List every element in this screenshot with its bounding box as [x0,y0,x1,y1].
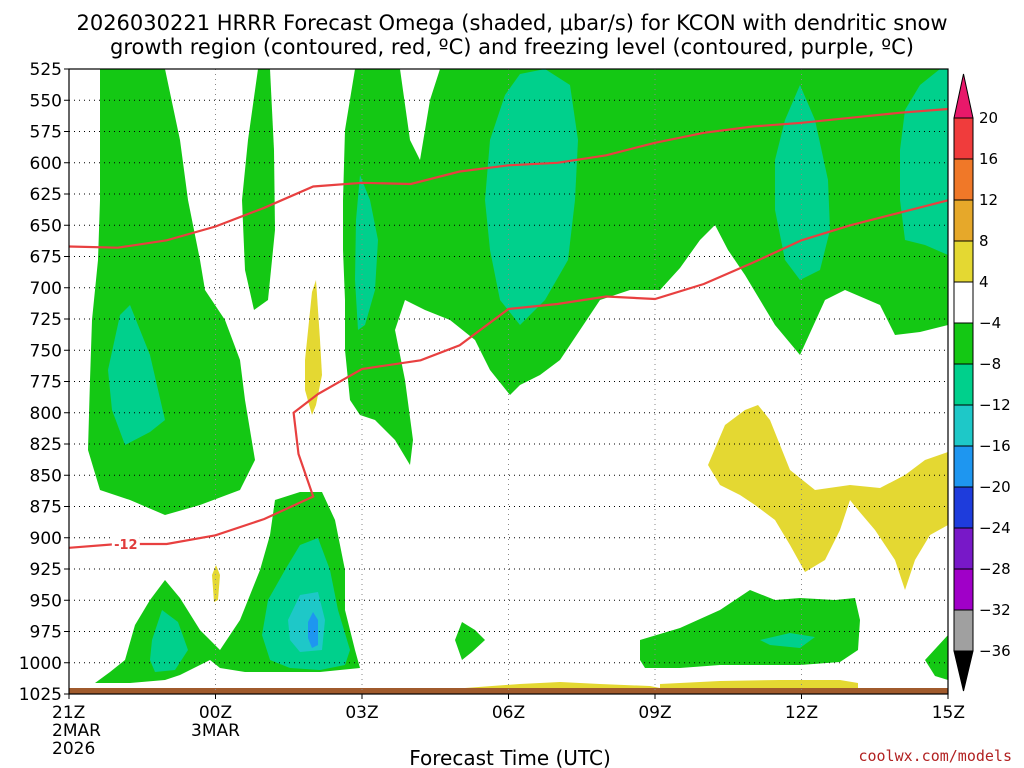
omega-region-green [242,69,275,310]
x-tick-label: 12Z [785,703,818,723]
colorbar-bottom-arrow [953,650,974,692]
x-axis-title: Forecast Time (UTC) [409,746,611,768]
grid-lines [69,68,948,695]
omega-region-teal [150,610,188,672]
colorbar-label: −4 [979,314,1001,332]
x-tick-label: 09Z [638,703,671,723]
y-tick-label: 875 [30,498,62,518]
colorbar-label: 12 [979,191,998,209]
x-tick-date-label: 2MAR [52,721,101,741]
x-tick-label: 21Z [52,703,85,723]
y-tick-label: 700 [30,279,62,299]
credit-text: coolwx.com/models [858,747,1012,765]
dgz-contour-line [68,107,949,249]
colorbar-swatch [953,445,974,488]
y-tick-label: 850 [30,466,62,486]
omega-colorbar: 20 16 12 8 4 −4 −8 −12 −16 −20 −24 −28 −32 −36 [953,73,1011,692]
chart-title-line1: 2026030221 HRRR Forecast Omega (shaded, … [76,11,947,35]
omega-region-blue [308,612,318,648]
omega-region-yellow [660,680,858,690]
colorbar-top-arrow [953,73,974,119]
colorbar-swatch [953,117,974,160]
y-tick-label: 650 [30,216,62,236]
omega-region-teal [775,85,830,280]
y-tick-label: 750 [30,341,62,361]
colorbar-swatch [953,363,974,406]
omega-region-yellow [708,405,948,590]
colorbar-swatch [953,158,974,201]
omega-region-teal [485,69,578,325]
surface-terrain [69,688,948,694]
y-tick-label: 550 [30,91,62,111]
contour-label-background [111,537,140,552]
y-tick-label: 925 [30,560,62,580]
chart-title-line2: growth region (contoured, red, ºC) and f… [110,35,914,59]
omega-region-green [925,635,948,680]
omega-region-green [640,590,860,668]
colorbar-label: −32 [979,601,1011,619]
y-axis-ticks: 525 550 575 600 625 650 675 700 725 750 775 800 825 8… [19,60,69,705]
y-tick-label: 1000 [19,654,62,674]
y-tick-label: 600 [30,154,62,174]
colorbar-label: −24 [979,519,1011,537]
y-tick-label: 525 [30,60,62,80]
colorbar-label: 8 [979,232,989,250]
x-tick-date-label: 3MAR [191,721,240,741]
y-tick-label: 1025 [19,685,62,705]
x-tick-label: 00Z [199,703,232,723]
colorbar-label: 16 [979,150,998,168]
plot-area: -12 [68,68,949,695]
colorbar-swatch [953,486,974,529]
omega-region-green [455,622,485,660]
x-tick-label: 03Z [345,703,378,723]
omega-region-teal [108,305,165,445]
colorbar-label: 4 [979,273,989,291]
colorbar-swatch [953,404,974,447]
colorbar-label: −36 [979,642,1011,660]
y-tick-label: 900 [30,529,62,549]
contour-lines: -12 [68,107,949,553]
y-tick-label: 775 [30,373,62,393]
y-tick-label: 675 [30,248,62,268]
y-tick-label: 975 [30,623,62,643]
y-tick-label: 725 [30,310,62,330]
colorbar-swatch [953,240,974,283]
colorbar-swatch [953,199,974,242]
colorbar-label: 20 [979,109,998,127]
y-tick-label: 800 [30,404,62,424]
colorbar-swatch [953,568,974,611]
colorbar-swatch [953,609,974,652]
colorbar-label: −16 [979,437,1011,455]
y-tick-label: 575 [30,123,62,143]
colorbar-swatch [953,322,974,365]
omega-region-teal [355,175,378,330]
colorbar-label: −12 [979,396,1011,414]
y-tick-label: 950 [30,591,62,611]
y-tick-label: 625 [30,185,62,205]
dgz-contour-line [68,199,949,549]
x-tick-label: 15Z [932,703,965,723]
x-tick-year-label: 2026 [52,739,95,759]
x-tick-label: 06Z [492,703,525,723]
y-tick-label: 825 [30,435,62,455]
omega-region-yellow [212,565,220,602]
colorbar-label: −28 [979,560,1011,578]
contour-label: -12 [114,538,138,553]
colorbar-swatch [953,527,974,570]
colorbar-label: −8 [979,355,1001,373]
colorbar-swatch [953,281,974,324]
colorbar-label: −20 [979,478,1011,496]
